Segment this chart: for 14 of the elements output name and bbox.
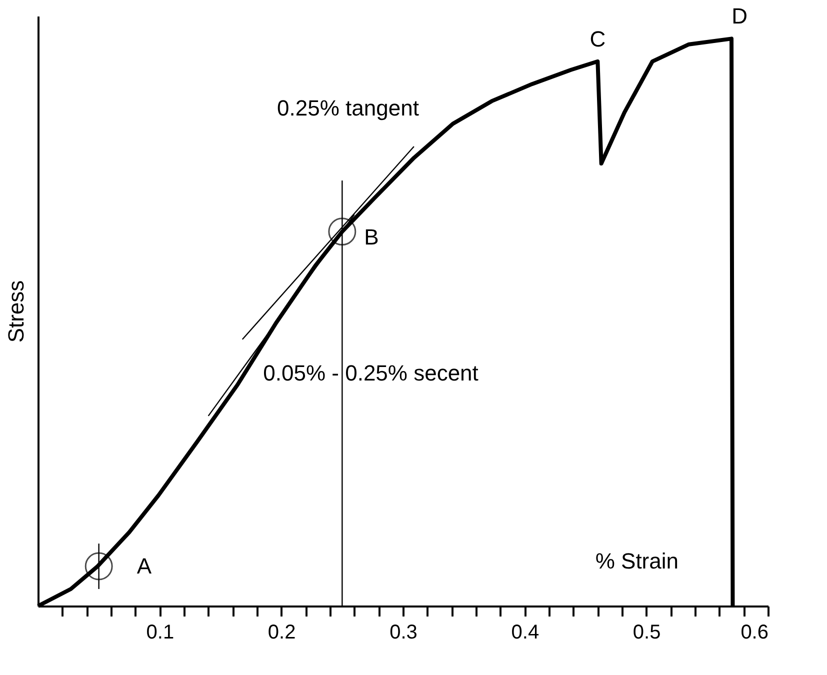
annotation: D — [732, 4, 748, 29]
annotation: A — [136, 553, 152, 578]
x-tick-label: 0.1 — [146, 622, 174, 644]
annotation: 0.05% - 0.25% secent — [263, 360, 478, 386]
x-tick-label: 0.4 — [511, 622, 540, 644]
x-tick-label: 0.5 — [632, 622, 661, 644]
y-axis-title: Stress — [4, 280, 28, 343]
annotation: 0.25% tangent — [277, 95, 419, 120]
annotation: B — [364, 224, 379, 250]
x-tick-label: 0.3 — [390, 622, 418, 644]
annotation: C — [590, 26, 606, 52]
x-tick-label: 0.2 — [268, 622, 296, 644]
x-axis-title: % Strain — [595, 548, 678, 574]
x-tick-label: 0.6 — [740, 622, 768, 644]
